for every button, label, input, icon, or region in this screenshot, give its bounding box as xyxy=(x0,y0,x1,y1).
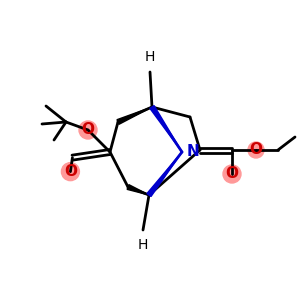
Text: O: O xyxy=(250,142,262,158)
Text: N: N xyxy=(187,143,200,158)
Text: H: H xyxy=(138,238,148,252)
Polygon shape xyxy=(127,185,149,195)
Polygon shape xyxy=(147,152,182,196)
Text: O: O xyxy=(64,164,77,179)
Circle shape xyxy=(61,163,80,181)
Polygon shape xyxy=(150,106,182,152)
Circle shape xyxy=(248,142,264,158)
Circle shape xyxy=(223,165,241,183)
Text: O: O xyxy=(82,122,94,137)
Circle shape xyxy=(79,121,97,139)
Polygon shape xyxy=(117,107,152,124)
Text: O: O xyxy=(226,167,238,182)
Text: H: H xyxy=(145,50,155,64)
